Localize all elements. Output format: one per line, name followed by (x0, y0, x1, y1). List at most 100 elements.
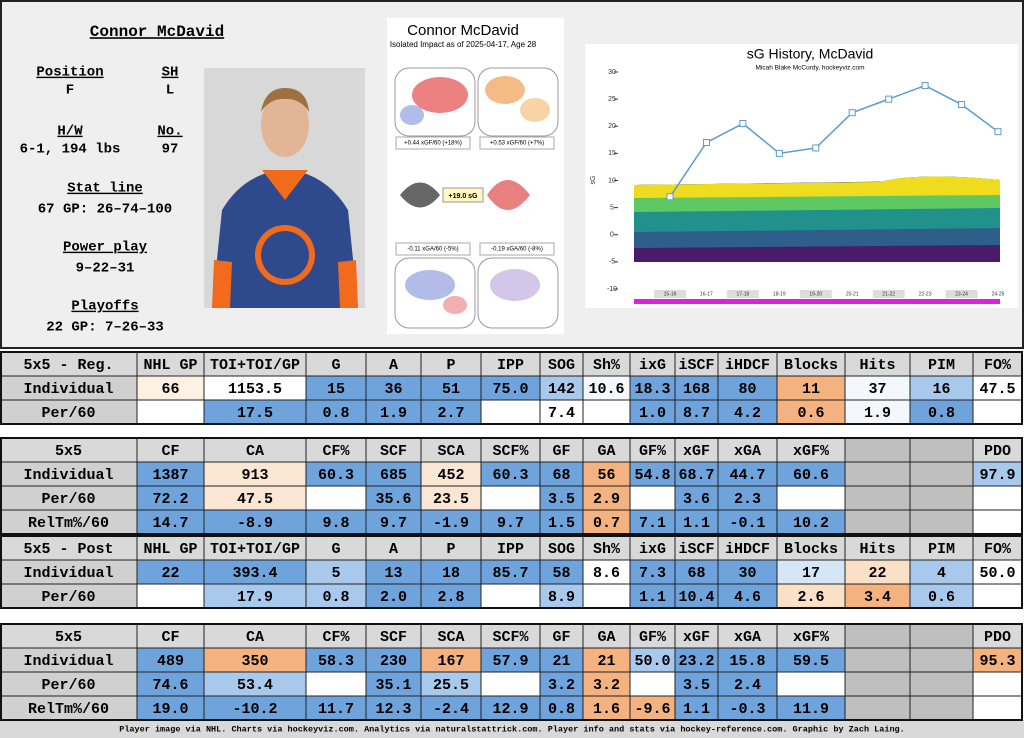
field-label: Position (36, 65, 103, 81)
table-border (0, 351, 1023, 425)
table-cell: 7.3 (639, 565, 666, 582)
impact-total: +19.0 sG (449, 193, 479, 200)
y-tick-label: 20 (608, 123, 616, 130)
cell-bg (480, 583, 541, 609)
table-cell: -1.9 (433, 515, 469, 532)
field-label: H/W (57, 124, 83, 140)
cell-bg (674, 399, 719, 425)
table-cell: A (389, 357, 398, 374)
table-cell: 10.6 (588, 381, 624, 398)
table-cell: Sh% (593, 357, 621, 374)
cell-bg (305, 535, 367, 561)
cell-bg (305, 671, 367, 697)
table-cell: 1.1 (639, 589, 666, 606)
table-cell: 17 (802, 565, 820, 582)
table-cell: 74.6 (152, 677, 188, 694)
cell-bg (844, 583, 911, 609)
cell-bg (629, 485, 676, 511)
table-cell: 36 (384, 381, 402, 398)
x-tick-label: 22-23 (919, 291, 932, 297)
table-cell: -8.9 (237, 515, 273, 532)
cell-bg (582, 375, 631, 401)
table-cell: 17.5 (237, 405, 273, 422)
field-value: 97 (162, 142, 179, 158)
sg-point (848, 109, 856, 117)
table-border (0, 623, 1023, 721)
table-cell: Blocks (784, 541, 838, 558)
table-cell: CA (246, 443, 264, 460)
cell-bg (629, 671, 676, 697)
table-cell: 22 (161, 565, 179, 582)
table-cell: 72.2 (152, 491, 188, 508)
season-box (763, 290, 796, 298)
cell-bg (480, 695, 541, 721)
table-cell: 11.7 (318, 701, 354, 718)
table-cell: 9.7 (497, 515, 524, 532)
field-value: 67 GP: 26–74–100 (38, 202, 172, 218)
table-cell: 8.7 (683, 405, 710, 422)
cell-bg (539, 375, 584, 401)
cell-bg (717, 437, 778, 463)
table-cell: SCF% (492, 629, 529, 646)
table-cell: SCA (437, 629, 464, 646)
table-cell: ixG (639, 357, 666, 374)
cell-bg (844, 509, 911, 535)
table-cell: 3.4 (864, 589, 891, 606)
cell-bg (136, 583, 205, 609)
table-cell: CA (246, 629, 264, 646)
sg-subtitle: Micah Blake McCurdy, hockeyviz.com (756, 65, 865, 72)
x-tick-label: 17-18 (736, 291, 749, 297)
table-cell: xGF (683, 629, 710, 646)
table-cell: 1387 (152, 467, 188, 484)
cell-bg (0, 647, 138, 673)
table-cell: 1.1 (683, 701, 710, 718)
table-cell: 12.3 (375, 701, 411, 718)
table-cell: 57.9 (492, 653, 528, 670)
table-cell: SCF% (492, 443, 529, 460)
table-cell: 11 (802, 381, 820, 398)
field-label: No. (157, 124, 182, 140)
cell-bg (0, 375, 138, 401)
field-label: Power play (63, 240, 148, 256)
y-tick-label: 25 (608, 96, 616, 103)
table-cell: 1.9 (864, 405, 891, 422)
table-cell: 54.8 (634, 467, 670, 484)
cell-bg (776, 399, 846, 425)
cell-bg (674, 583, 719, 609)
table-cell: 1.9 (380, 405, 407, 422)
table-cell: Sh% (593, 541, 621, 558)
table-cell: 60.3 (318, 467, 354, 484)
cell-bg (776, 671, 846, 697)
table-cell: GF (552, 629, 570, 646)
table-cell: IPP (497, 357, 524, 374)
cell-bg (420, 399, 482, 425)
x-tick-label: 16-17 (700, 291, 713, 297)
table-cell: ixG (639, 541, 666, 558)
cell-bg (776, 535, 846, 561)
table-cell: 452 (437, 467, 464, 484)
cell-bg (365, 583, 422, 609)
table-cell: PIM (928, 357, 955, 374)
table-cell: -0.1 (729, 515, 765, 532)
cell-bg (136, 351, 205, 377)
table-cell: xGF% (793, 629, 830, 646)
table-cell: 489 (157, 653, 184, 670)
cell-bg (480, 461, 541, 487)
cell-bg (972, 583, 1023, 609)
cell-bg (909, 437, 974, 463)
sg-point (666, 193, 674, 201)
table-cell: 4 (937, 565, 946, 582)
sg-title: sG History, McDavid (747, 46, 874, 62)
x-tick-label: 21-22 (882, 291, 895, 297)
cell-bg (844, 623, 911, 649)
table-cell: 4.2 (734, 405, 761, 422)
cell-bg (582, 583, 631, 609)
y-tick-label: 0 (610, 232, 614, 239)
table-cell: CF (161, 443, 179, 460)
table-cell: 60.6 (793, 467, 829, 484)
footer: Player image via NHL. Charts via hockeyv… (119, 724, 905, 734)
table-cell: 95.3 (979, 653, 1015, 670)
table-cell: GF% (639, 629, 667, 646)
cell-bg (365, 375, 422, 401)
